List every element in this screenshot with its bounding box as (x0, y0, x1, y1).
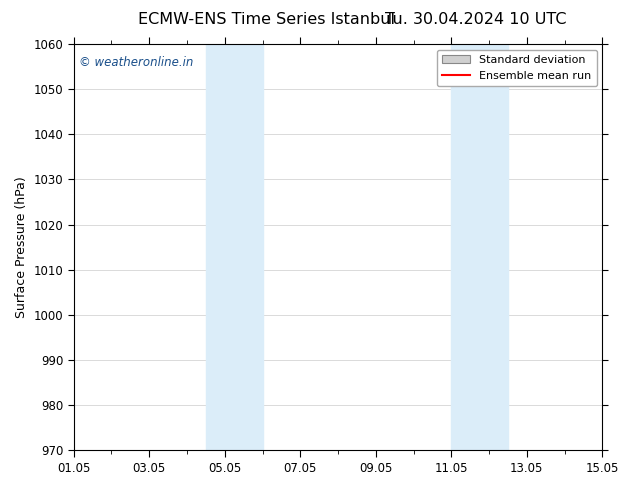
Bar (206, 44, 262, 450)
Legend: Standard deviation, Ensemble mean run: Standard deviation, Ensemble mean run (437, 49, 597, 86)
Text: ECMW-ENS Time Series Istanbul: ECMW-ENS Time Series Istanbul (138, 12, 395, 27)
Text: © weatheronline.in: © weatheronline.in (79, 56, 193, 69)
Text: Tu. 30.04.2024 10 UTC: Tu. 30.04.2024 10 UTC (385, 12, 566, 27)
Y-axis label: Surface Pressure (hPa): Surface Pressure (hPa) (15, 176, 28, 318)
Bar (451, 44, 508, 450)
